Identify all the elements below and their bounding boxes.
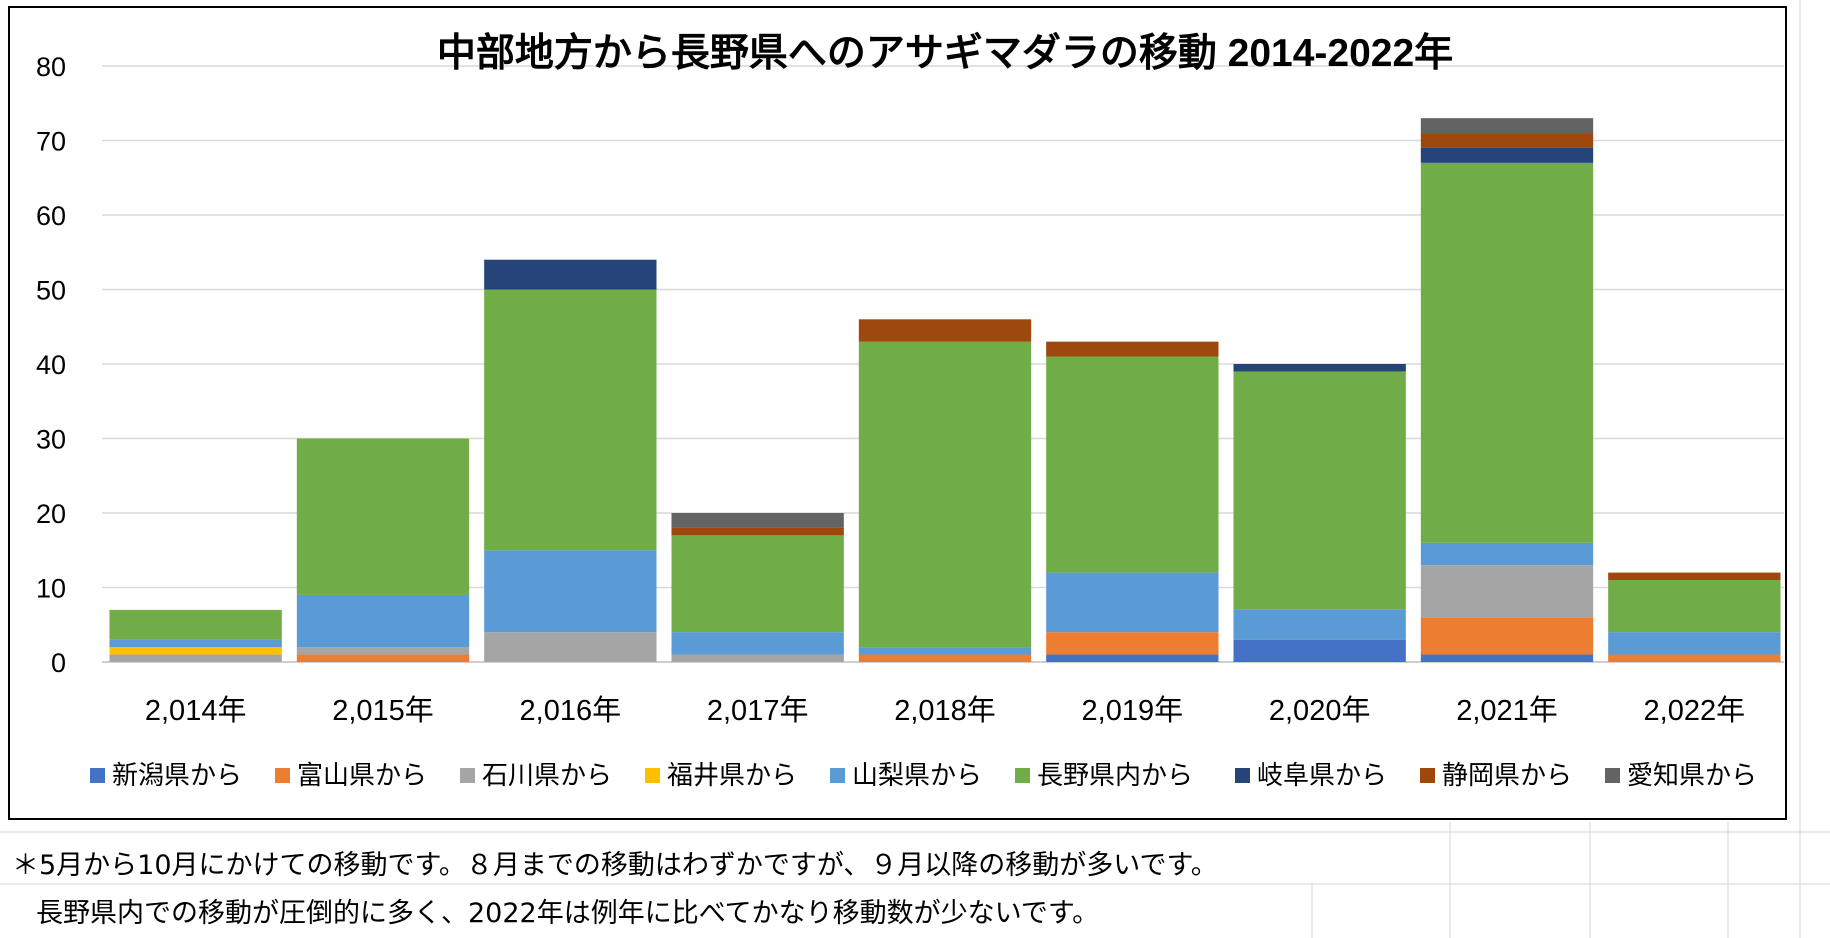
- legend-entry: 長野県内から: [1037, 760, 1193, 790]
- x-tick-label: 2,018年: [894, 694, 996, 727]
- bar-segment: [1046, 341, 1219, 357]
- stacked-bar-chart: 0 10 20 30 40 50 60 70 80 中部地方から長野県へのアサギマダラの移動 20…: [36, 32, 1788, 790]
- bar-segment: [109, 654, 282, 662]
- bar-segment: [1233, 364, 1406, 372]
- bar-segment: [296, 647, 470, 655]
- bar-segment: [1420, 162, 1594, 543]
- legend-entry: 山梨県から: [852, 760, 982, 790]
- x-tick-label: 2,020年: [1269, 694, 1371, 727]
- bar-segment: [1233, 371, 1406, 610]
- x-tick-label: 2,019年: [1082, 694, 1184, 727]
- bar-segment: [1046, 572, 1219, 633]
- bar-segment: [858, 319, 1032, 342]
- x-tick-label: 2,017年: [707, 694, 809, 727]
- note-line-1[interactable]: ＊5月から10月にかけての移動です。８月までの移動はわずかですが、９月以降の移動…: [12, 850, 1218, 881]
- chart-container[interactable]: 0 10 20 30 40 50 60 70 80 中部地方から長野県へのアサギマダラの移動 20…: [8, 6, 1788, 820]
- bar-segment: [1420, 147, 1594, 163]
- bar-segment: [296, 654, 470, 662]
- bar-segment: [1420, 617, 1594, 655]
- legend-swatch: [90, 768, 105, 783]
- bar-segment: [109, 609, 282, 640]
- legend-entry: 静岡県から: [1442, 760, 1572, 790]
- legend-swatch: [1235, 768, 1250, 783]
- bar-segment: [1420, 118, 1594, 134]
- y-tick-label: 50: [36, 276, 66, 306]
- legend-entry: 福井県から: [667, 760, 797, 790]
- bar-segment: [1046, 356, 1219, 573]
- legend-entry: 富山県から: [297, 760, 427, 790]
- bar-segment: [484, 632, 657, 662]
- x-tick-label: 2,021年: [1456, 694, 1558, 727]
- bar-segment: [1420, 133, 1594, 148]
- bar-segment: [1608, 632, 1781, 655]
- chart-title: 中部地方から長野県へのアサギマダラの移動 2014-2022年: [437, 32, 1453, 75]
- x-tick-label: 2,014年: [145, 694, 247, 727]
- bar-segment: [296, 438, 470, 595]
- legend-swatch: [1605, 768, 1620, 783]
- bar-segment: [671, 513, 844, 528]
- bar-segment: [671, 654, 844, 662]
- bar-segment: [1046, 632, 1219, 655]
- legend-entry: 岐阜県から: [1257, 760, 1387, 790]
- legend-entry: 愛知県から: [1627, 760, 1757, 790]
- bar-segment: [1608, 580, 1781, 633]
- x-tick-label: 2,022年: [1644, 694, 1746, 727]
- bar-segment: [1046, 654, 1219, 662]
- bar-segment: [858, 654, 1032, 662]
- bar-segment: [671, 632, 844, 655]
- bar-segment: [1233, 639, 1406, 662]
- y-tick-label: 0: [51, 648, 66, 678]
- legend-swatch: [1015, 768, 1030, 783]
- legend-entry: 新潟県から: [112, 760, 242, 790]
- x-tick-label: 2,015年: [332, 694, 434, 727]
- bar-segment: [109, 647, 282, 655]
- bar-segment: [858, 341, 1032, 648]
- bar-segment: [484, 550, 657, 633]
- bar-segment: [1233, 609, 1406, 640]
- legend-swatch: [1420, 768, 1435, 783]
- y-tick-label: 70: [36, 127, 66, 157]
- legend-swatch: [830, 768, 845, 783]
- legend-entry: 石川県から: [482, 760, 612, 790]
- legend-swatch: [645, 768, 660, 783]
- bar-segment: [1608, 654, 1781, 662]
- bar-segment: [1420, 565, 1594, 618]
- bar-segment: [858, 647, 1032, 655]
- y-tick-label: 10: [36, 574, 66, 604]
- y-tick-label: 40: [36, 350, 66, 380]
- y-tick-label: 60: [36, 201, 66, 231]
- y-tick-label: 80: [36, 52, 66, 82]
- bar-segment: [671, 527, 844, 536]
- x-tick-label: 2,016年: [520, 694, 622, 727]
- y-tick-label: 30: [36, 425, 66, 455]
- bar-segment: [1608, 572, 1781, 581]
- bar-segment: [109, 639, 282, 648]
- bar-segment: [484, 259, 657, 290]
- y-tick-label: 20: [36, 499, 66, 529]
- legend-swatch: [460, 768, 475, 783]
- note-line-2[interactable]: 長野県内での移動が圧倒的に多く、2022年は例年に比べてかなり移動数が少ないです…: [36, 898, 1100, 929]
- bar-segment: [671, 535, 844, 633]
- bar-segment: [296, 594, 470, 648]
- bar-segment: [484, 289, 657, 551]
- legend-swatch: [275, 768, 290, 783]
- bar-segment: [1420, 542, 1594, 566]
- bar-segment: [1420, 654, 1594, 662]
